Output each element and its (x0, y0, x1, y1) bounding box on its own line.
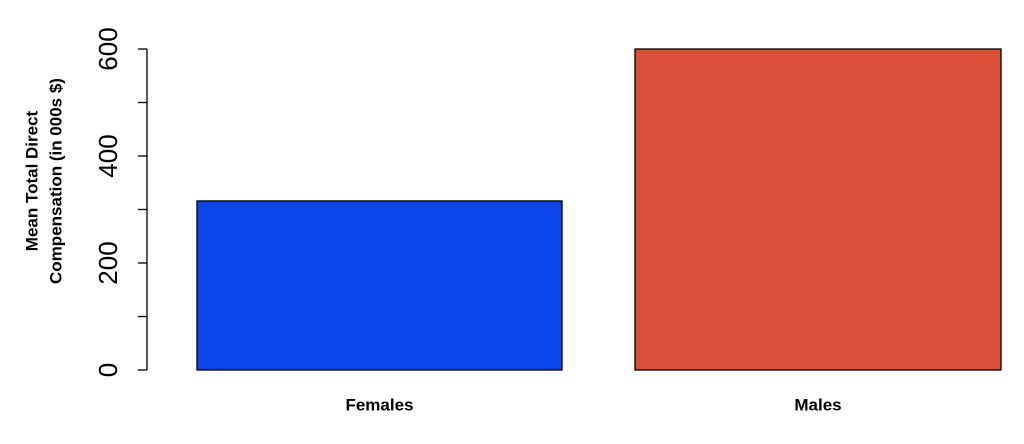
bar (634, 48, 1002, 371)
y-tick-label: 400 (93, 134, 123, 177)
y-tick-label: 200 (93, 241, 123, 284)
bar (196, 200, 563, 371)
x-tick-label: Males (794, 395, 841, 414)
x-tick-label: Females (345, 395, 413, 414)
y-axis-title: Compensation (in 000s $) (46, 78, 65, 284)
y-tick-label: 600 (93, 27, 123, 70)
y-tick-label: 0 (93, 363, 123, 377)
y-axis-title: Mean Total Direct (22, 110, 41, 251)
